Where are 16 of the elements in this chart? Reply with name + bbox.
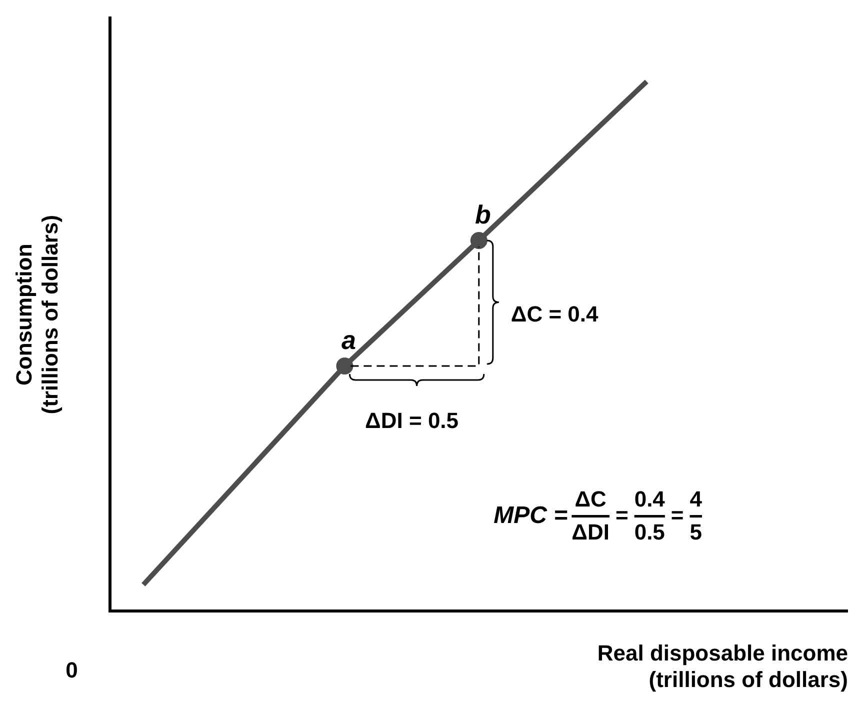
annotation: 5 bbox=[690, 519, 702, 544]
annotation: ΔDI = 0.5 bbox=[365, 408, 459, 434]
annotation: = bbox=[670, 502, 684, 528]
text: 0 bbox=[66, 657, 78, 682]
annotation: 0.4 bbox=[634, 486, 666, 512]
annotation: b bbox=[474, 200, 491, 230]
annotation: ΔC = 0.4 bbox=[510, 301, 600, 326]
x-axis-title: Real disposable income (trillions of dollars) bbox=[597, 640, 848, 692]
annotation: ΔDI bbox=[572, 519, 610, 544]
annotation: 4 bbox=[690, 486, 703, 512]
annotation: MPC = bbox=[494, 502, 568, 529]
annotation: a bbox=[341, 325, 356, 356]
y-axis-title: Consumption (trillions of dollars) bbox=[11, 214, 63, 414]
annotation: 0.5 bbox=[634, 519, 665, 544]
annotation: = bbox=[615, 502, 628, 528]
annotation: ΔC bbox=[574, 486, 607, 512]
